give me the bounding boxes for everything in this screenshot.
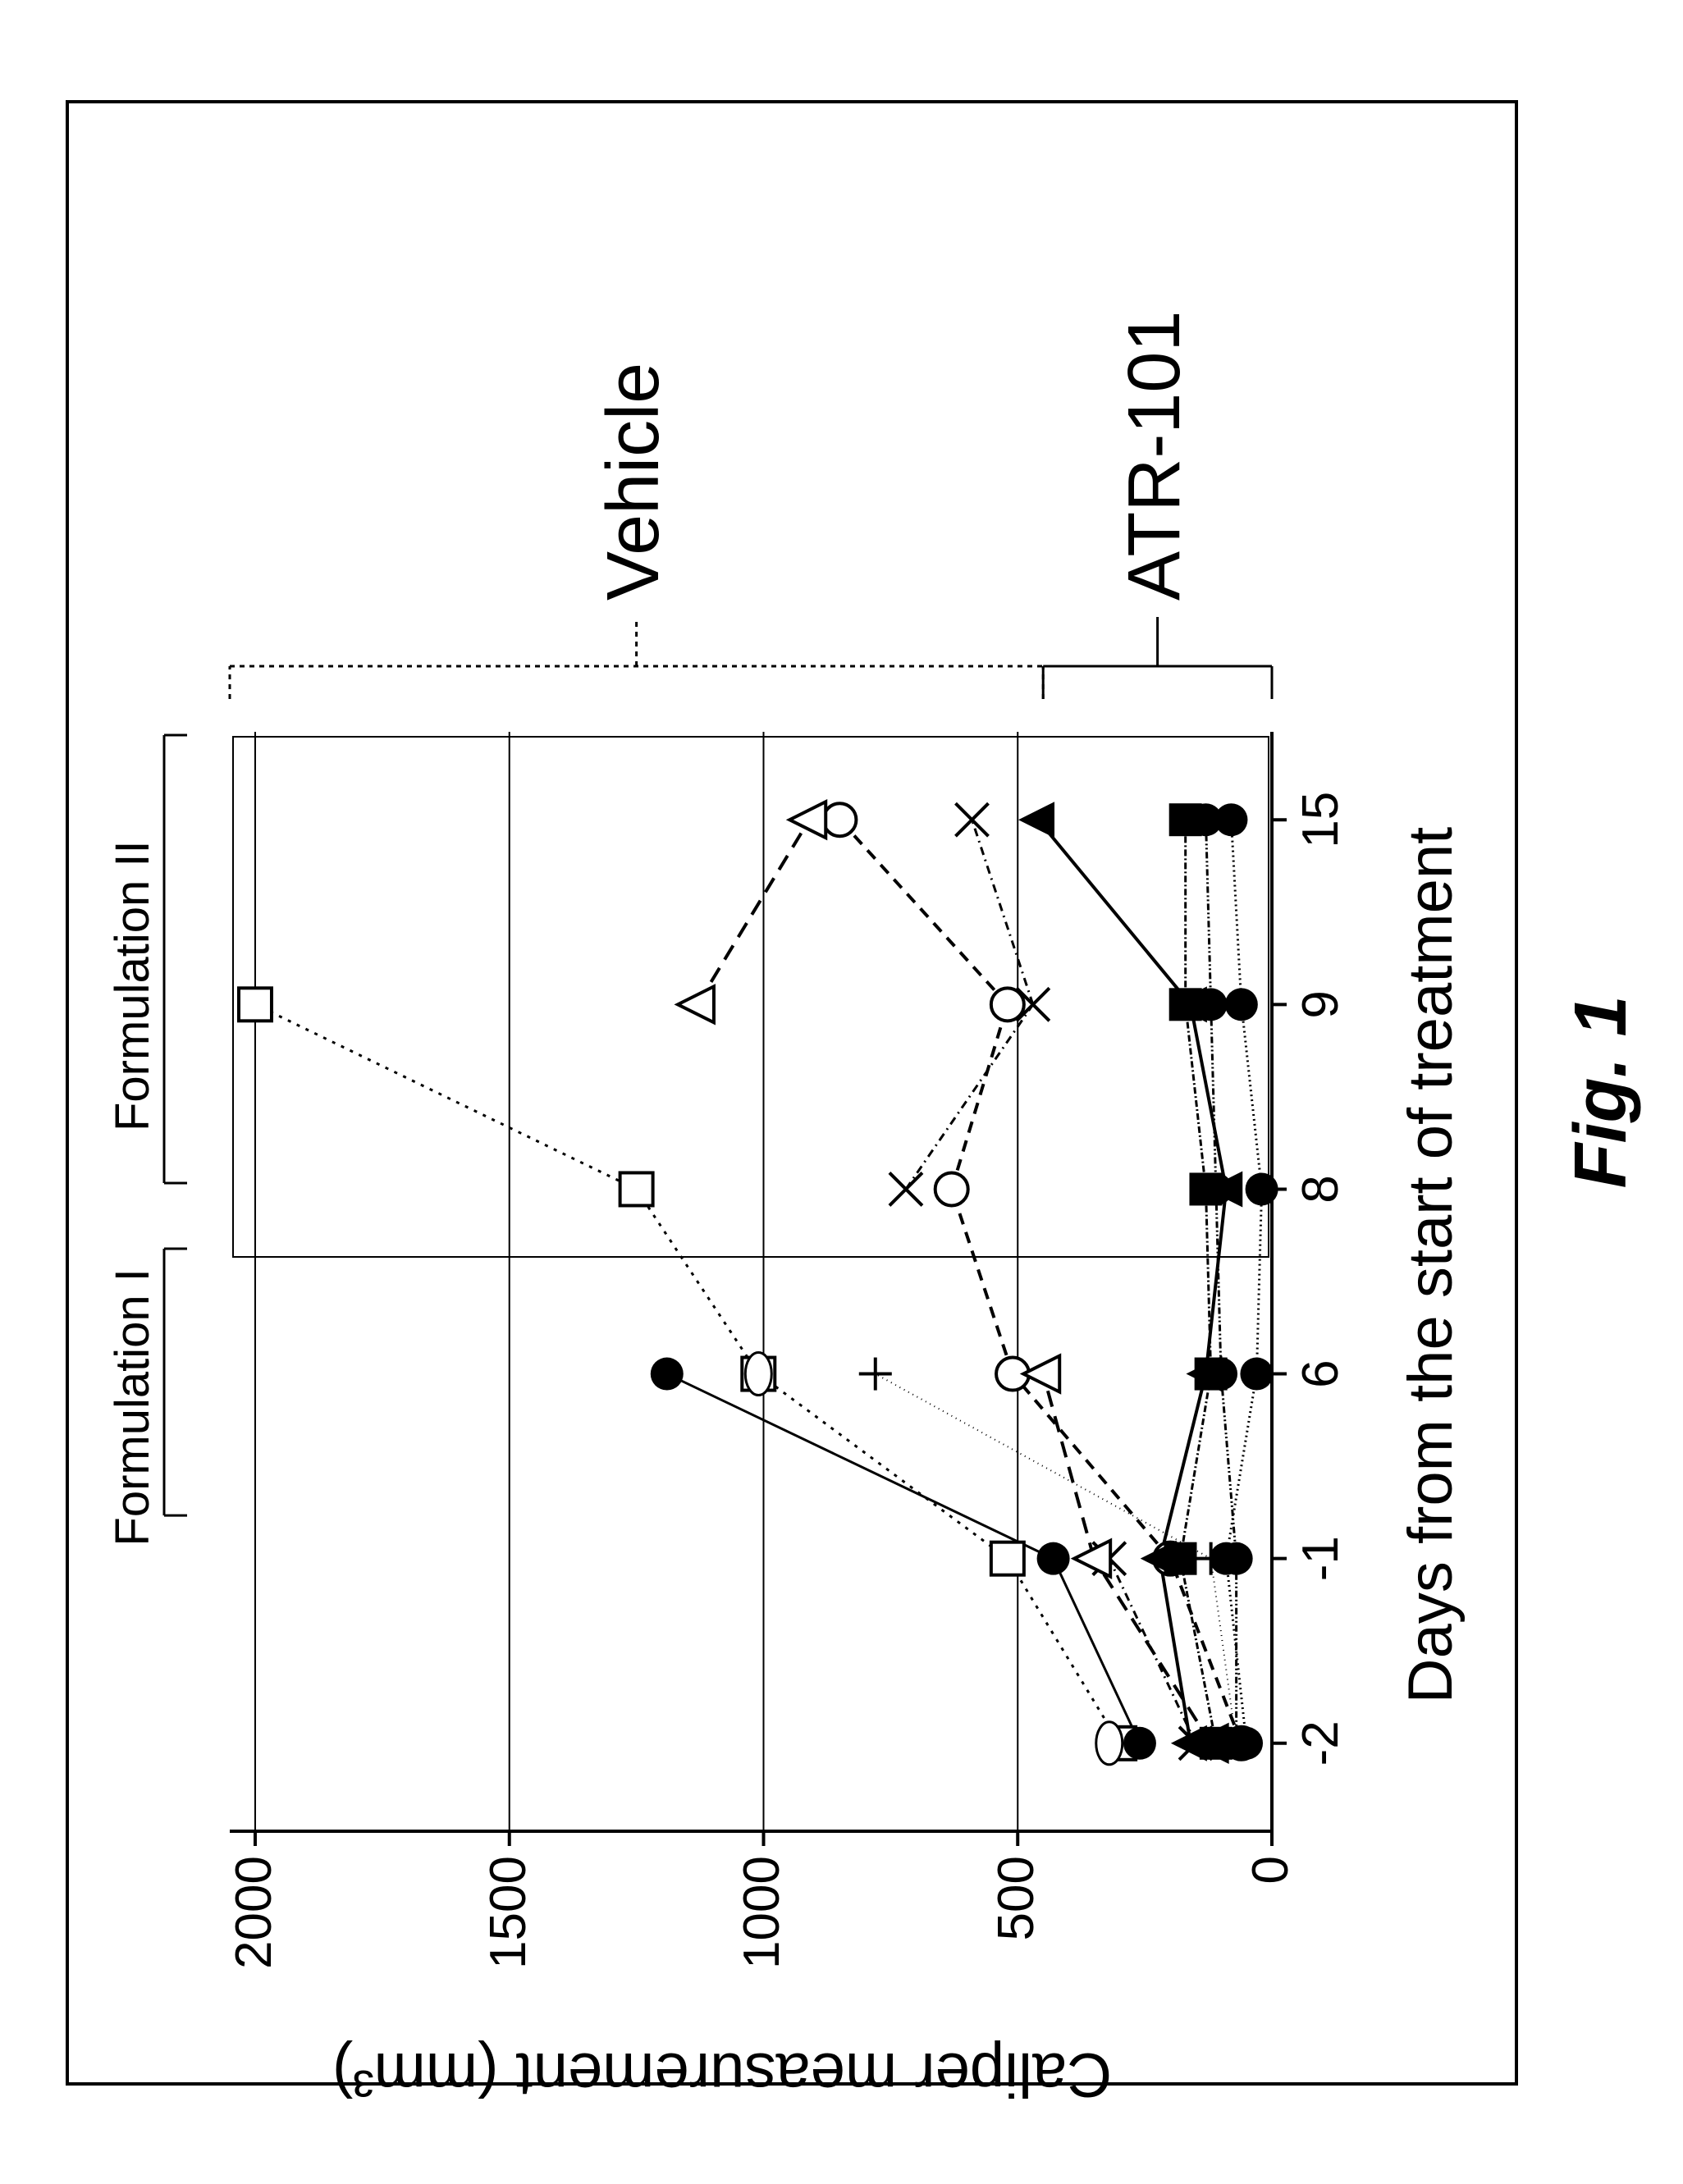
x-tick-label: 9 — [1292, 955, 1350, 1053]
y-tick-label-text: 1500 — [480, 1856, 537, 1969]
atr101-group-label-text: ATR-101 — [1114, 311, 1196, 601]
y-tick-label-text: 1000 — [734, 1856, 790, 1969]
figure-label: Fig. 1 — [1559, 0, 1644, 2184]
x-axis-label-text: Days from the start of treatment — [1396, 827, 1466, 1704]
x-tick-label-text: 9 — [1292, 990, 1349, 1018]
y-tick-label-text: 0 — [1242, 1856, 1299, 1884]
landscape-canvas: Fig. 1 Caliper measurement (mm³) Days fr… — [0, 0, 1683, 2184]
y-tick-label: 500 — [987, 1856, 1045, 1995]
x-tick-label-text: -1 — [1292, 1536, 1349, 1581]
y-tick-label-text: 500 — [988, 1856, 1045, 1940]
rotated-wrapper: Fig. 1 Caliper measurement (mm³) Days fr… — [0, 0, 1683, 2184]
x-tick-label-text: -2 — [1292, 1720, 1349, 1766]
page: Fig. 1 Caliper measurement (mm³) Days fr… — [0, 0, 1683, 2184]
x-tick-label: 6 — [1292, 1325, 1350, 1423]
y-tick-label: 1000 — [733, 1856, 791, 1995]
y-tick-label: 1500 — [479, 1856, 537, 1995]
formulation-label-right-text: Formulation II — [106, 840, 159, 1131]
x-tick-label-text: 6 — [1292, 1359, 1349, 1387]
x-tick-label-text: 15 — [1292, 792, 1349, 848]
formulation-label-right: Formulation II — [105, 840, 160, 1131]
figure-label-text: Fig. 1 — [1560, 995, 1642, 1188]
x-tick-label: -2 — [1292, 1694, 1350, 1793]
y-tick-label: 2000 — [225, 1856, 283, 1995]
x-axis-label: Days from the start of treatment — [1395, 691, 1466, 1839]
formulation-label-left-text: Formulation I — [106, 1268, 159, 1546]
x-tick-label: 15 — [1292, 770, 1350, 869]
y-tick-label: 0 — [1242, 1856, 1300, 1995]
x-tick-label: -1 — [1292, 1510, 1350, 1608]
x-tick-label-text: 8 — [1292, 1175, 1349, 1203]
y-tick-label-text: 2000 — [226, 1856, 282, 1969]
x-tick-label: 8 — [1292, 1140, 1350, 1238]
vehicle-group-label-text: Vehicle — [592, 363, 675, 601]
y-axis-label-text: Caliper measurement (mm³) — [332, 2040, 1112, 2109]
y-axis-label: Caliper measurement (mm³) — [271, 2039, 1173, 2110]
atr101-group-label: ATR-101 — [1113, 311, 1197, 601]
formulation-label-left: Formulation I — [105, 1268, 160, 1546]
vehicle-group-label: Vehicle — [592, 363, 676, 601]
